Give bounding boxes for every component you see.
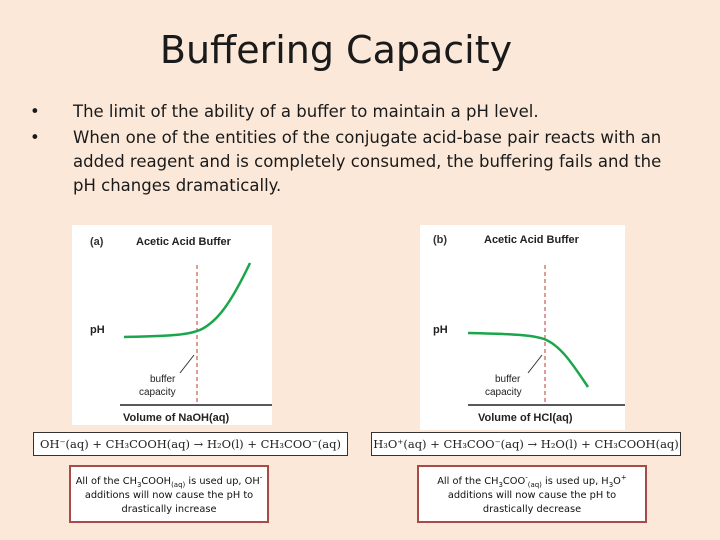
panel-a-tag: (a) <box>90 236 104 248</box>
panel-b-figure: (b) Acetic Acid Buffer pH buffer capacit… <box>420 225 625 430</box>
panel-a-heading: Acetic Acid Buffer <box>136 236 232 248</box>
note-b-line-1: All of the CH3COO-(aq) is used up, H3O+ <box>423 473 641 489</box>
note-box-a: All of the CH3COOH(aq) is used up, OH- a… <box>69 465 269 523</box>
note-a-line-2: additions will now cause the pH to <box>84 490 254 501</box>
note-b-sup: + <box>620 473 627 482</box>
note-b-sub: 3 <box>498 480 503 489</box>
note-a-sup: - <box>259 473 263 482</box>
note-box-b: All of the CH3COO-(aq) is used up, H3O+ … <box>417 465 647 523</box>
note-a-sub: 3 <box>136 480 142 489</box>
note-b-line-3: drastically decrease <box>482 504 582 515</box>
panel-b-ylabel: pH <box>433 324 448 336</box>
note-b-sup: - <box>525 473 528 482</box>
bullet-dot: • <box>30 102 40 121</box>
equation-a: OH⁻(aq) + CH₃COOH(aq) → H₂O(l) + CH₃COO⁻… <box>33 432 348 456</box>
slide-title: Buffering Capacity <box>159 28 513 72</box>
panel-b-pointer <box>527 354 543 374</box>
note-a-line-3: drastically increase <box>121 504 217 515</box>
panel-b-tag: (b) <box>433 234 447 246</box>
equation-b: H₃O⁺(aq) + CH₃COO⁻(aq) → H₂O(l) + CH₃COO… <box>371 432 681 456</box>
panel-b-marker-label-2: capacity <box>485 387 522 398</box>
note-b-text: O <box>613 476 621 487</box>
note-b-text: COO <box>502 476 526 487</box>
panel-b-heading: Acetic Acid Buffer <box>484 234 580 246</box>
bullet-list: • The limit of the ability of a buffer to… <box>30 100 670 200</box>
bullet-item: • When one of the entities of the conjuga… <box>30 126 670 198</box>
bullet-text: When one of the entities of the conjugat… <box>73 128 662 195</box>
note-b-line-2: additions will now cause the pH to <box>447 490 617 501</box>
note-a-text: COOH <box>141 476 172 487</box>
bullet-item: • The limit of the ability of a buffer to… <box>30 100 670 124</box>
panel-b-curve <box>467 331 590 388</box>
note-b-text: is used up, H <box>541 476 609 487</box>
note-b-sub: (aq) <box>527 480 542 489</box>
panel-b-xlabel: Volume of HCl(aq) <box>478 412 573 424</box>
panel-a-marker-label-2: capacity <box>139 387 176 398</box>
panel-a-figure: (a) Acetic Acid Buffer pH buffer capacit… <box>72 225 272 425</box>
panel-a-pointer <box>179 354 195 374</box>
note-a-text: is used up, OH <box>185 476 260 487</box>
bullet-text: The limit of the ability of a buffer to … <box>73 102 539 121</box>
panel-a-xlabel: Volume of NaOH(aq) <box>123 412 229 424</box>
panel-a-svg: (a) Acetic Acid Buffer pH buffer capacit… <box>90 236 272 424</box>
note-a-line-1: All of the CH3COOH(aq) is used up, OH- <box>75 473 263 489</box>
bullet-dot: • <box>30 128 40 147</box>
note-b-sub: 3 <box>608 480 614 489</box>
panel-a-ylabel: pH <box>90 324 105 336</box>
note-a-sub: (aq) <box>171 480 186 489</box>
note-a-text: All of the CH <box>75 476 137 487</box>
panel-a-curve <box>123 262 252 339</box>
panel-b-svg: (b) Acetic Acid Buffer pH buffer capacit… <box>433 234 625 424</box>
panel-a-marker-label-1: buffer <box>150 374 176 385</box>
note-b-text: All of the CH <box>437 476 499 487</box>
panel-b-marker-label-1: buffer <box>495 374 521 385</box>
